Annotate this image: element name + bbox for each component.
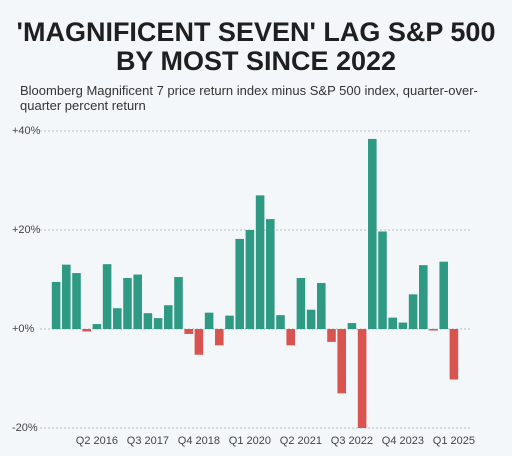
- bar: [296, 278, 306, 329]
- bar: [449, 329, 459, 380]
- x-tick-label: Q1 2020: [229, 435, 271, 447]
- bar: [72, 273, 81, 329]
- y-tick-label: +0%: [12, 323, 35, 335]
- bar: [317, 282, 326, 329]
- bar: [408, 294, 418, 329]
- bar: [133, 274, 142, 329]
- bar: [164, 305, 173, 329]
- bar: [102, 264, 112, 329]
- x-tick-label: Q3 2017: [127, 435, 169, 447]
- bar: [388, 317, 397, 329]
- bar: [153, 318, 163, 329]
- bar: [266, 219, 275, 329]
- x-tick-label: Q4 2018: [178, 435, 220, 447]
- chart-title: 'MAGNIFICENT SEVEN' LAG S&P 500 BY MOST …: [16, 17, 496, 76]
- bar: [337, 329, 346, 394]
- bar: [235, 238, 244, 329]
- bar: [347, 323, 357, 329]
- x-tick-label: Q3 2022: [331, 435, 373, 447]
- chart-subtitle: Bloomberg Magnificent 7 price return ind…: [20, 83, 478, 113]
- y-tick-label: -20%: [12, 422, 38, 434]
- bar: [51, 281, 61, 329]
- x-tick-label: Q1 2025: [433, 435, 475, 447]
- bar: [245, 230, 255, 329]
- bar: [184, 329, 193, 334]
- bar: [215, 329, 224, 346]
- x-tick-label: Q4 2023: [382, 435, 424, 447]
- bar: [429, 329, 438, 331]
- bar: [82, 329, 91, 332]
- x-tick-label: Q2 2021: [280, 435, 322, 447]
- bar: [327, 329, 336, 342]
- bar: [255, 195, 265, 329]
- bar: [194, 329, 204, 355]
- bar: [62, 264, 71, 329]
- y-tick-label: +40%: [12, 125, 41, 137]
- bar: [174, 277, 183, 329]
- bar: [225, 315, 234, 329]
- y-tick-label: +20%: [12, 224, 41, 236]
- bar: [419, 265, 428, 329]
- bar: [143, 313, 153, 329]
- bar: [398, 322, 408, 329]
- bar: [276, 315, 285, 329]
- bar: [439, 261, 448, 329]
- bar: [306, 309, 316, 329]
- bar: [378, 231, 387, 329]
- bar: [286, 329, 295, 346]
- bar: [368, 138, 377, 329]
- bar: [123, 278, 132, 329]
- bar: [92, 324, 102, 329]
- bar: [113, 308, 122, 329]
- x-tick-label: Q2 2016: [76, 435, 118, 447]
- bar: [204, 312, 214, 329]
- bar: [357, 329, 367, 428]
